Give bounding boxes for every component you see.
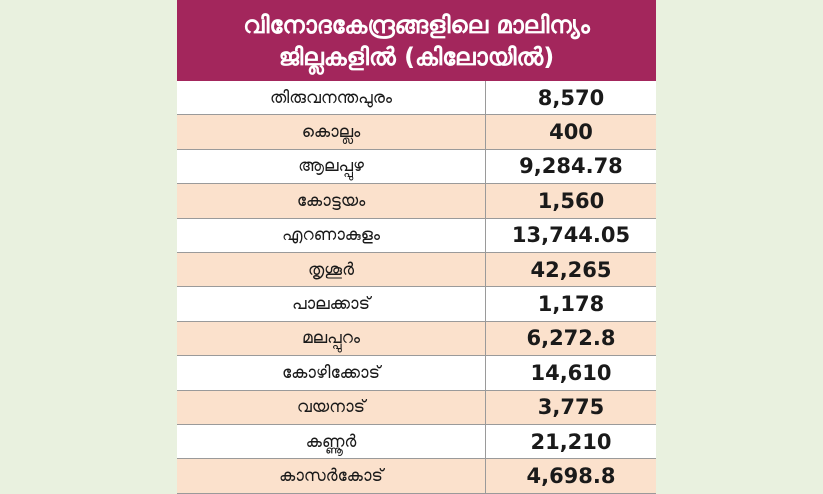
waste-table-card: വിനോദകേന്ദ്രങ്ങളിലെ മാലിന്യം ജില്ലകളിൽ (…	[177, 0, 656, 494]
waste-value-cell: 3,775	[537, 395, 605, 420]
waste-value-cell: 42,265	[530, 257, 612, 282]
waste-value-cell: 9,284.78	[519, 154, 623, 179]
district-name-cell: പാലക്കാട്	[177, 287, 486, 321]
table-title: വിനോദകേന്ദ്രങ്ങളിലെ മാലിന്യം ജില്ലകളിൽ (…	[177, 0, 656, 81]
table-row: കോഴിക്കോട് 14,610	[177, 356, 656, 391]
district-name-cell: കോട്ടയം	[177, 184, 486, 218]
waste-value-cell: 1,178	[537, 292, 605, 317]
table-row: മലപ്പുറം 6,272.8	[177, 321, 656, 357]
table-row: കോട്ടയം 1,560	[177, 184, 656, 219]
waste-value-cell: 1,560	[537, 188, 605, 213]
table-row: എറണാകുളം 13,744.05	[177, 218, 656, 253]
district-name-cell: എറണാകുളം	[177, 218, 486, 252]
district-name-cell: വയനാട്	[177, 390, 486, 424]
district-name-cell: കണ്ണൂർ	[177, 425, 486, 459]
district-name-cell: തൃശൂർ	[177, 253, 486, 287]
table-row: കൊല്ലം 400	[177, 115, 656, 150]
table-row: പാലക്കാട് 1,178	[177, 287, 656, 322]
waste-value-cell: 400	[549, 120, 593, 145]
waste-value-cell: 8,570	[537, 85, 605, 110]
waste-value-cell: 6,272.8	[526, 326, 616, 351]
waste-value-cell: 4,698.8	[526, 464, 616, 489]
table-row: തിരുവനന്തപുരം 8,570	[177, 81, 656, 116]
district-name-cell: കാസർകോട്	[177, 459, 486, 493]
table-row: കണ്ണൂർ 21,210	[177, 425, 656, 460]
district-name-cell: കൊല്ലം	[177, 115, 486, 149]
table-title-line-1: വിനോദകേന്ദ്രങ്ങളിലെ മാലിന്യം	[243, 10, 590, 39]
table-row: ആലപ്പുഴ 9,284.78	[177, 149, 656, 185]
waste-value-cell: 21,210	[530, 429, 612, 454]
district-name-cell: തിരുവനന്തപുരം	[177, 81, 486, 115]
district-name-cell: ആലപ്പുഴ	[177, 149, 486, 184]
district-name-cell: മലപ്പുറം	[177, 321, 486, 356]
district-name-cell: കോഴിക്കോട്	[177, 356, 486, 390]
table-row: വയനാട് 3,775	[177, 390, 656, 425]
table-title-line-2: ജില്ലകളിൽ (കിലോയിൽ)	[278, 42, 555, 71]
table-row: കാസർകോട് 4,698.8	[177, 459, 656, 494]
table-row: തൃശൂർ 42,265	[177, 253, 656, 288]
waste-value-cell: 14,610	[530, 360, 612, 385]
waste-value-cell: 13,744.05	[511, 223, 631, 248]
